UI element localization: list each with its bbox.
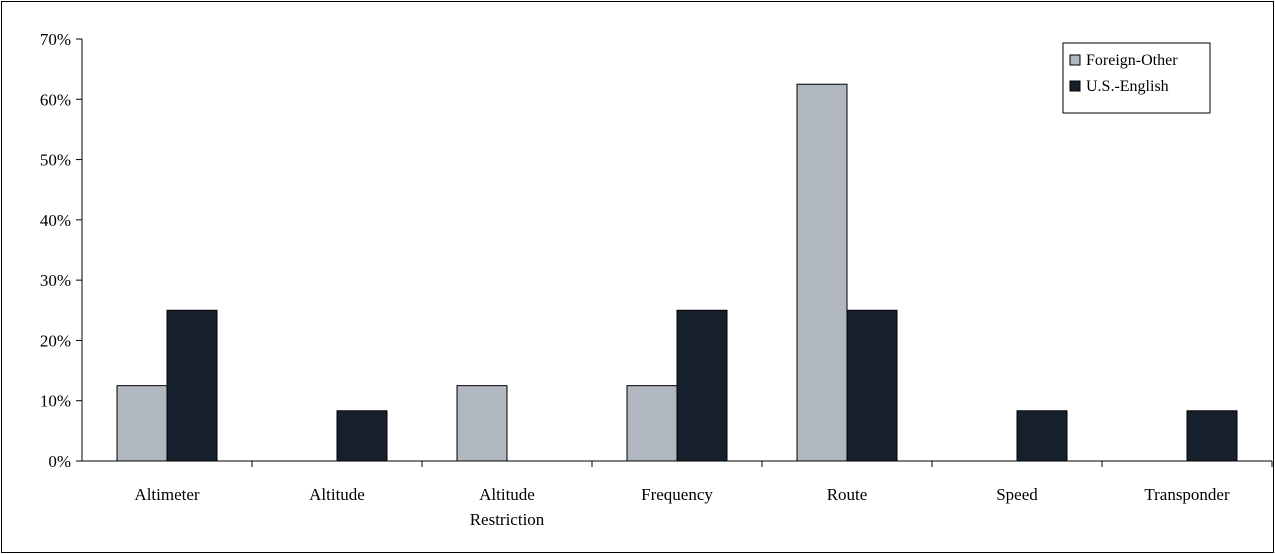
y-axis: 0% 10% 20% 30% 40% 50% 60% 70% [40, 30, 83, 471]
x-tick-label: Frequency [641, 485, 713, 504]
y-tick-label: 0% [48, 452, 71, 471]
bar-u-s-english [166, 309, 218, 462]
x-tick-label: Altimeter [134, 485, 199, 504]
y-tick-label: 60% [40, 90, 71, 109]
y-tick-label: 70% [40, 30, 71, 49]
bar-u-s-english [1016, 410, 1068, 462]
bars [116, 83, 1238, 462]
x-tick-label: Speed [996, 485, 1038, 504]
legend-label: Foreign-Other [1086, 52, 1178, 69]
x-tick-label: Altitude Restriction [470, 485, 545, 529]
bar-foreign-other [456, 385, 508, 462]
bar-foreign-other [116, 385, 168, 462]
bar-u-s-english [1186, 410, 1238, 462]
x-tick-label: Transponder [1144, 485, 1230, 504]
y-tick-label: 40% [40, 211, 71, 230]
legend-box [1062, 42, 1211, 114]
y-tick-label: 10% [40, 392, 71, 411]
x-tick-label: Route [827, 485, 868, 504]
bar-u-s-english [336, 410, 388, 462]
bar-u-s-english [676, 309, 728, 462]
y-tick-label: 30% [40, 271, 71, 290]
legend-label: U.S.-English [1086, 78, 1169, 95]
x-axis: Altimeter Altitude Altitude Restriction Freq… [82, 460, 1273, 529]
legend-swatch [1069, 54, 1081, 66]
x-tick-label: Altitude [309, 485, 365, 504]
y-tick-label: 20% [40, 331, 71, 350]
bar-foreign-other [796, 83, 848, 462]
bar-u-s-english [846, 309, 898, 462]
legend: Foreign-Other U.S.-English [1062, 42, 1211, 114]
legend-swatch [1069, 80, 1081, 92]
y-tick-label: 50% [40, 151, 71, 170]
bar-foreign-other [626, 385, 678, 462]
